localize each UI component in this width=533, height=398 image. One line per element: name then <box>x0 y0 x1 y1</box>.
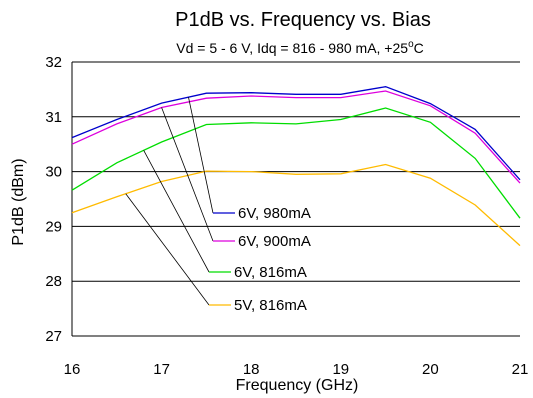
x-tick-label: 17 <box>153 361 170 378</box>
x-tick-label: 19 <box>332 361 349 378</box>
chart-subtitle: Vd = 5 - 6 V, Idq = 816 - 980 mA, +25oC <box>176 39 424 56</box>
legend-leader-line <box>143 150 210 273</box>
subtitle-main: Vd = 5 - 6 V, Idq = 816 - 980 mA, +25 <box>176 40 408 56</box>
x-tick-label: 20 <box>422 361 439 378</box>
series-line <box>71 86 521 181</box>
x-axis-label: Frequency (GHz) <box>236 377 359 394</box>
y-axis-label: P1dB (dBm) <box>10 158 27 245</box>
series-line <box>71 163 521 247</box>
series-line <box>71 90 521 184</box>
legend-label: 6V, 980mA <box>238 205 311 222</box>
y-tick-label: 31 <box>45 109 62 126</box>
y-tick-label: 29 <box>45 218 62 235</box>
legend-label: 6V, 816mA <box>234 264 307 281</box>
legend-label: 5V, 816mA <box>234 297 307 314</box>
x-tick-label: 18 <box>243 361 260 378</box>
y-tick-label: 27 <box>45 328 62 345</box>
subtitle-unit: C <box>414 40 424 56</box>
x-tick-label: 21 <box>512 361 529 378</box>
x-tick-label: 16 <box>64 361 81 378</box>
legend-leader-line <box>125 193 210 306</box>
series-line <box>71 107 521 219</box>
legend-leader-line <box>161 107 214 242</box>
legend-leader-line <box>188 97 214 214</box>
y-tick-label: 32 <box>45 54 62 71</box>
y-tick-label: 30 <box>45 164 62 181</box>
subtitle-degree: o <box>408 39 414 50</box>
plot-area: 27 28 29 30 31 32 16 17 18 19 20 21 6V, 980mA 6V, 900… <box>45 54 528 378</box>
legend-label: 6V, 900mA <box>238 233 311 250</box>
chart-title: P1dB vs. Frequency vs. Bias <box>175 9 431 31</box>
y-tick-label: 28 <box>45 273 62 290</box>
